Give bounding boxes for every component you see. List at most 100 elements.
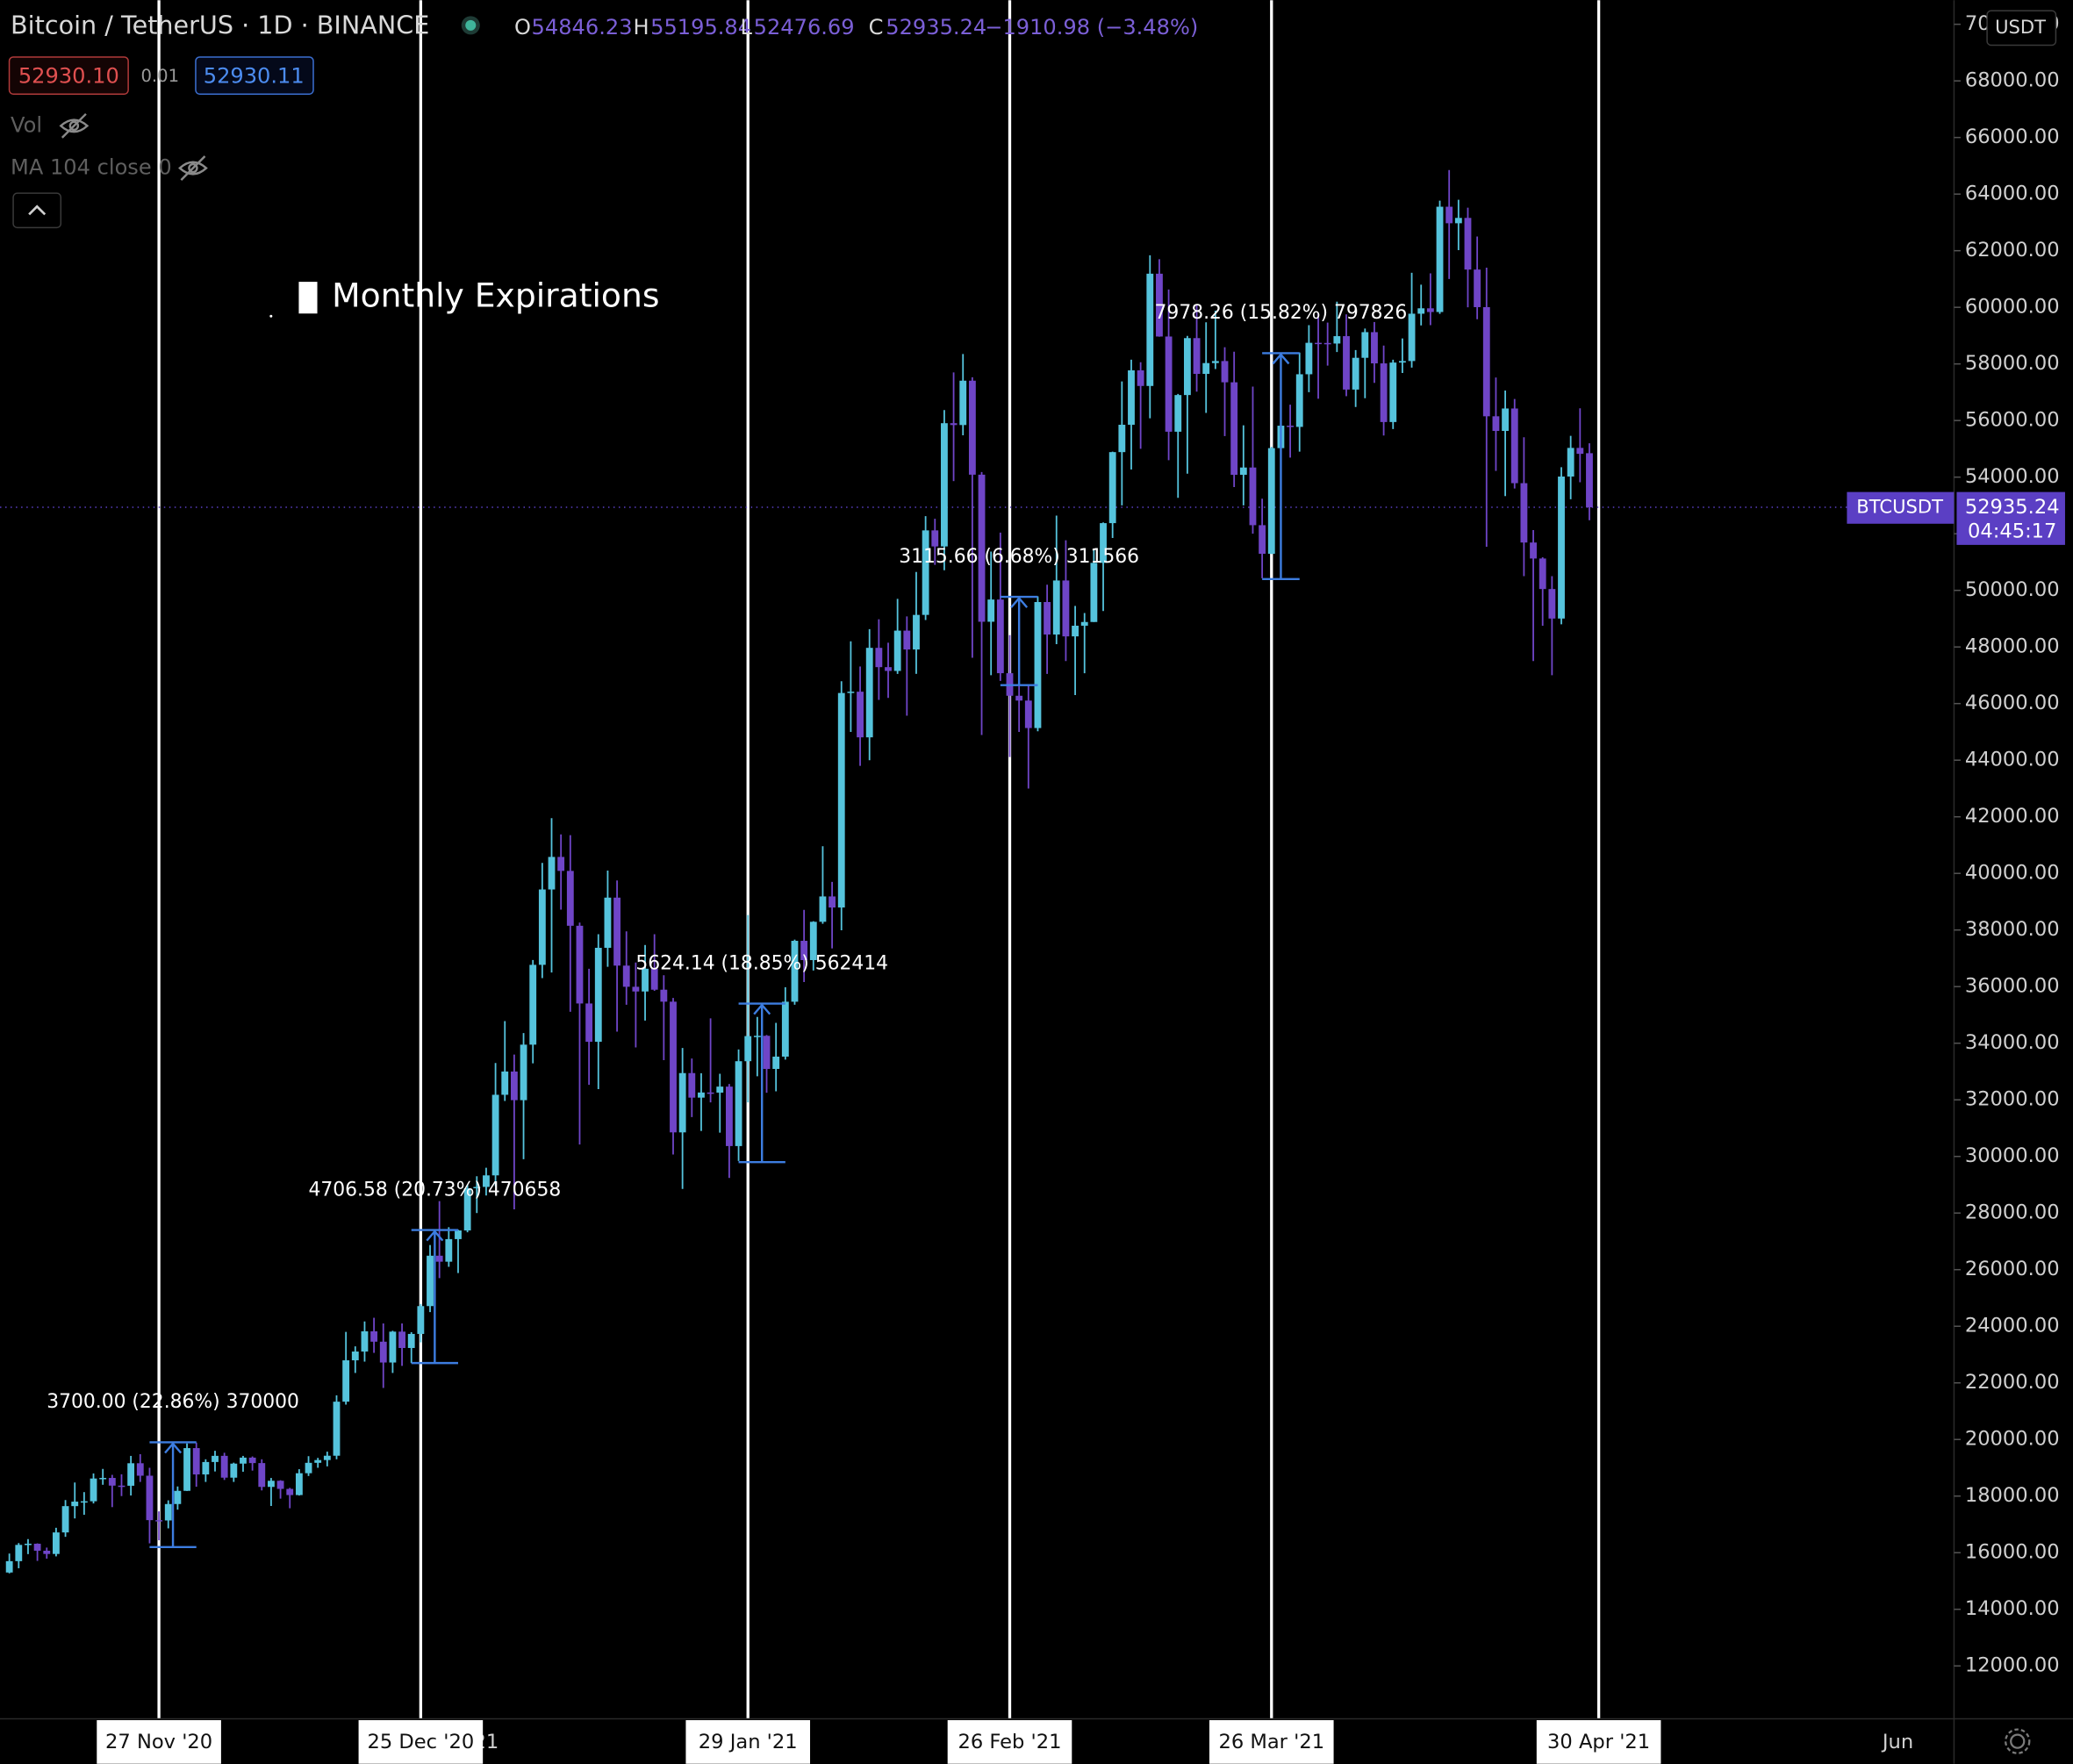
- candle-body: [688, 1072, 696, 1098]
- y-tick-label: 18000.00: [1965, 1484, 2060, 1507]
- candle-body: [1118, 424, 1126, 453]
- y-tick-label: 24000.00: [1965, 1315, 2060, 1337]
- y-tick-label: 58000.00: [1965, 352, 2060, 375]
- candle-body: [1343, 336, 1350, 390]
- candle-body: [1408, 313, 1416, 362]
- candle-body: [763, 1036, 771, 1069]
- y-tick-label: 42000.00: [1965, 805, 2060, 828]
- candle-body: [1221, 361, 1229, 383]
- candle-body: [725, 1086, 733, 1146]
- candle-body: [585, 1003, 593, 1043]
- candle-body: [941, 423, 948, 547]
- y-tick-label: 66000.00: [1965, 125, 2060, 148]
- candle-body: [1380, 363, 1388, 422]
- candle-body: [1202, 362, 1210, 375]
- candle-body: [632, 986, 640, 992]
- candle-body: [865, 648, 873, 738]
- hide-icon[interactable]: [59, 112, 90, 139]
- x-tick-label: Jun: [1881, 1731, 1913, 1753]
- candle-body: [473, 1187, 481, 1188]
- candle-body: [642, 968, 649, 992]
- candle-body: [1174, 395, 1182, 432]
- measure-label: 7978.26 (15.82%) 797826: [1155, 302, 1408, 324]
- candle-body: [398, 1331, 405, 1348]
- sell-button[interactable]: [8, 56, 129, 95]
- currency-button[interactable]: [1986, 10, 2057, 47]
- expiration-label: 26 Feb '21: [958, 1731, 1061, 1753]
- candle-body: [781, 1001, 789, 1057]
- candle-body: [1333, 336, 1341, 344]
- symbol-title[interactable]: Bitcoin / TetherUS · 1D · BINANCE: [11, 10, 429, 39]
- candle-body: [1062, 580, 1070, 637]
- candle-body: [1287, 426, 1294, 427]
- candle-body: [1539, 558, 1546, 590]
- candle-body: [258, 1463, 266, 1488]
- indicator-label[interactable]: Vol: [11, 112, 42, 137]
- candle-body: [379, 1341, 387, 1363]
- y-tick-label: 16000.00: [1965, 1541, 2060, 1564]
- y-tick-label: 28000.00: [1965, 1201, 2060, 1224]
- measure-label: 3115.66 (6.68%) 311566: [899, 546, 1139, 568]
- candle-body: [455, 1230, 462, 1239]
- y-tick-label: 30000.00: [1965, 1144, 2060, 1167]
- candle-body: [913, 614, 920, 650]
- candle-body: [351, 1352, 359, 1361]
- expiration-label: 26 Mar '21: [1218, 1731, 1324, 1753]
- candle-body: [670, 1001, 677, 1133]
- candle-body: [99, 1478, 107, 1480]
- expiration-label: 25 Dec '20: [368, 1731, 475, 1753]
- candle-body: [1492, 416, 1500, 432]
- buy-button[interactable]: [195, 56, 314, 95]
- change: −1910.98 (−3.48%): [985, 15, 1198, 39]
- measure-label: 5624.14 (18.85%) 562414: [635, 952, 888, 974]
- settings-icon[interactable]: [2005, 1728, 2031, 1754]
- y-tick-label: 50000.00: [1965, 578, 2060, 601]
- candle-body: [1128, 369, 1135, 425]
- expiration-label-box: [685, 1720, 811, 1764]
- candle-body: [678, 1072, 686, 1133]
- candle-body: [1259, 525, 1266, 554]
- candle-body: [1080, 621, 1088, 626]
- candle-body: [164, 1503, 172, 1521]
- candle-body: [707, 1092, 714, 1094]
- price-tag: [1956, 491, 2065, 545]
- candle-body: [1072, 625, 1079, 637]
- candle-body: [875, 648, 883, 668]
- collapse-icon: [28, 204, 47, 216]
- candle-body: [1249, 467, 1257, 526]
- symbol-tag-label: BTCUSDT: [1856, 496, 1943, 518]
- measure-arrow: [1010, 596, 1029, 608]
- indicator-label[interactable]: MA 104 close 0: [11, 155, 172, 180]
- y-tick-label: 68000.00: [1965, 69, 2060, 92]
- y-tick-label: 14000.00: [1965, 1597, 2060, 1620]
- symbol-tag: [1847, 491, 1955, 524]
- candle-body: [370, 1330, 378, 1342]
- y-tick-label: 48000.00: [1965, 635, 2060, 658]
- candle-body: [510, 1071, 518, 1101]
- candle-body: [1100, 523, 1107, 563]
- candle-body: [1156, 273, 1163, 337]
- expiration-label-box: [358, 1720, 484, 1764]
- candle-body: [445, 1238, 453, 1262]
- y-tick-label: 22000.00: [1965, 1371, 2060, 1394]
- candle-body: [427, 1255, 434, 1307]
- ohlc-value: 55195.84: [650, 15, 751, 39]
- candle-body: [314, 1459, 322, 1463]
- candle-body: [660, 989, 668, 1002]
- candle-body: [1371, 332, 1378, 364]
- candle-body: [118, 1485, 126, 1488]
- y-tick-label: 12000.00: [1965, 1654, 2060, 1677]
- candle-body: [1239, 467, 1247, 476]
- annotation-title: Monthly Expirations: [332, 276, 659, 315]
- candle-body: [1454, 218, 1462, 224]
- candle-body: [1567, 448, 1574, 477]
- hide-icon[interactable]: [178, 155, 208, 181]
- y-tick-label: 64000.00: [1965, 183, 2060, 205]
- collapse-button[interactable]: [12, 192, 62, 229]
- candle-body: [483, 1175, 490, 1187]
- measure-arrow: [426, 1230, 444, 1242]
- candle-body: [931, 530, 939, 547]
- candle-body: [594, 947, 602, 1043]
- candle-body: [744, 1036, 752, 1062]
